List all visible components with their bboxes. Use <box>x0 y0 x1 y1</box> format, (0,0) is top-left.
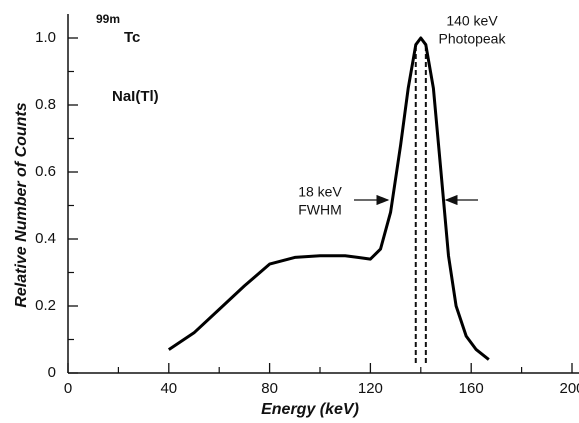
y-tick-label: 0.6 <box>35 163 56 180</box>
annotation: 140 keV <box>446 13 498 29</box>
y-tick-label: 0.2 <box>35 297 56 314</box>
y-tick-label: 0.4 <box>35 230 56 247</box>
x-tick-label: 0 <box>64 380 72 397</box>
x-tick-label: 200 <box>559 380 579 397</box>
annotation: 18 keV <box>298 184 342 200</box>
x-axis-label: Energy (keV) <box>261 401 359 418</box>
y-tick-label: 0.8 <box>35 96 56 113</box>
annotation: FWHM <box>298 202 342 218</box>
y-tick-label: 1.0 <box>35 29 56 46</box>
annotation: 99m <box>96 12 120 26</box>
annotation: NaI(Tl) <box>112 88 159 105</box>
x-tick-label: 40 <box>160 380 177 397</box>
spectrum-line <box>167 36 490 361</box>
y-tick-label: 0 <box>48 364 56 381</box>
annotation: Photopeak <box>439 31 507 47</box>
x-tick-label: 120 <box>358 380 383 397</box>
x-tick-label: 160 <box>459 380 484 397</box>
x-tick-label: 80 <box>261 380 278 397</box>
annotation: Tc <box>124 29 140 46</box>
y-axis-label: Relative Number of Counts <box>13 102 30 307</box>
